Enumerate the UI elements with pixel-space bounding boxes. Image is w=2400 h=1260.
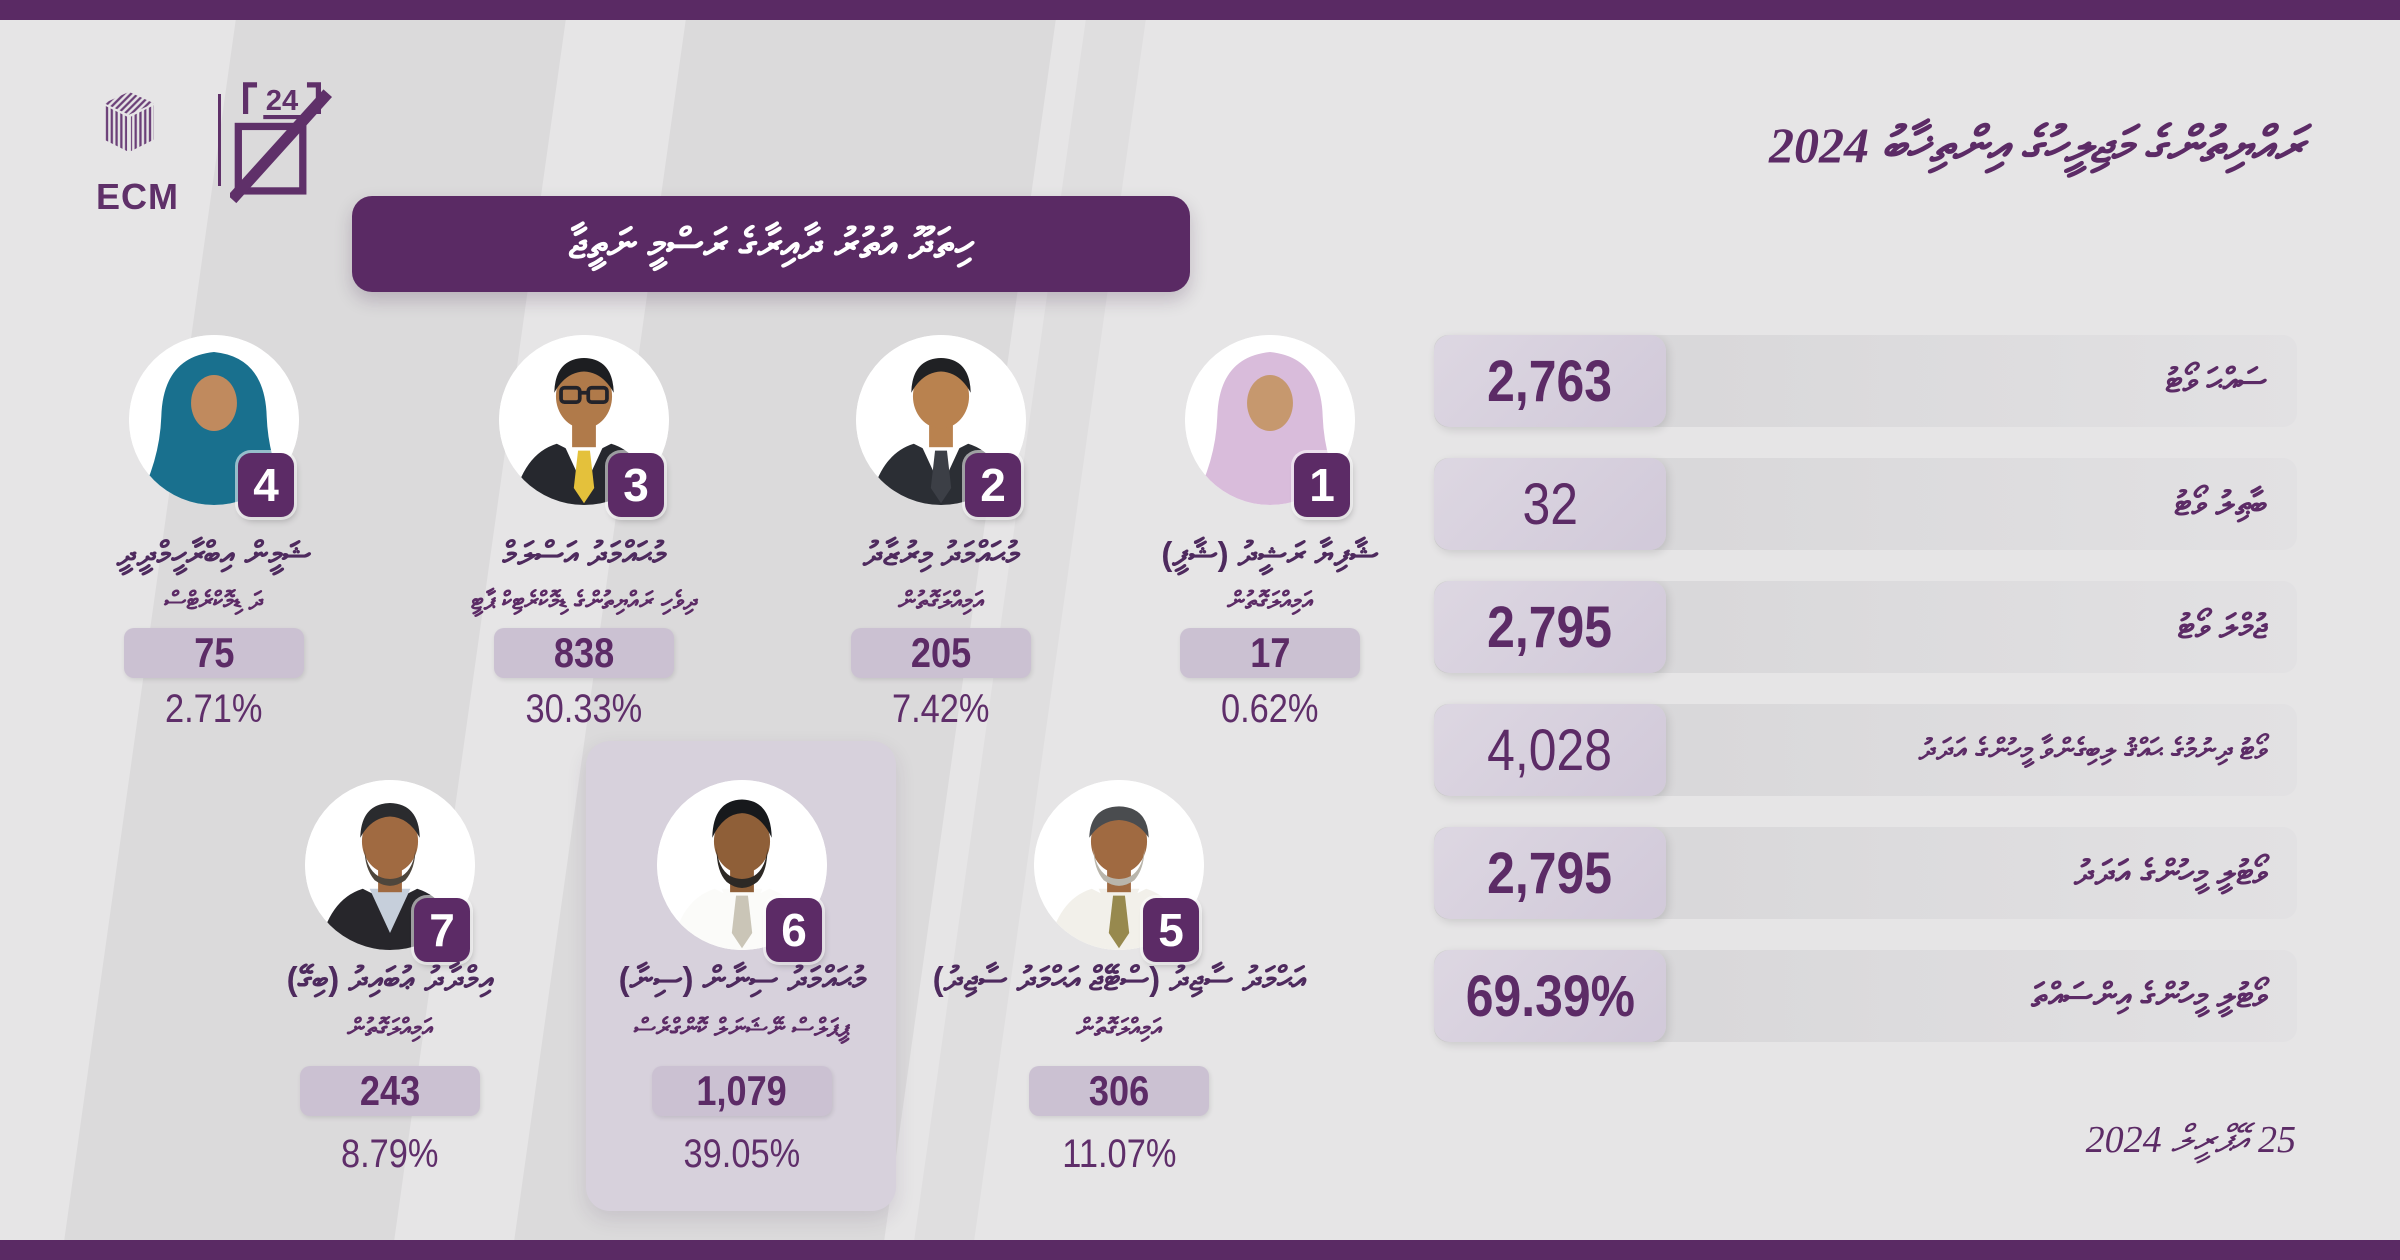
candidate-name: އިމްދާދު ޢުބައިދު (ބިގޭ) xyxy=(286,960,494,997)
constituency-header: ހިތަދޫ އުތުރު ދާއިރާގެ ރަސްމީ ނަތީޖާ xyxy=(352,196,1190,292)
candidate-votes-pill: 306 xyxy=(1029,1066,1209,1116)
candidate-number-badge: 3 xyxy=(608,453,664,517)
candidate-party: އަމިއްލަގޮތުން xyxy=(1076,1014,1162,1042)
ecm-logo-icon xyxy=(104,91,154,152)
candidate-percent: 2.71% xyxy=(165,687,263,731)
top-accent-bar xyxy=(0,0,2400,20)
page-title: ރައްޔިތުންގެ މަޖިލީހުގެ އިންތިޚާބު 2024 xyxy=(1769,117,2304,173)
constituency-header-text: ހިތަދޫ އުތުރު ދާއިރާގެ ރަސްމީ ނަތީޖާ xyxy=(568,219,974,267)
stat-value-box: 2,795 xyxy=(1434,827,1666,919)
glasses-icon xyxy=(559,385,609,405)
ballot-number: 24 xyxy=(266,85,299,117)
stat-label: ބާޠިލު ވޯޓު xyxy=(2174,484,2267,523)
candidate-percent: 0.62% xyxy=(1221,687,1319,731)
candidate-percent: 30.33% xyxy=(525,687,643,731)
stat-value-box: 4,028 xyxy=(1434,704,1666,796)
candidate-name: ޝާފިޔާ ރަޝީދު (ޝާފީ) xyxy=(1161,535,1379,572)
stat-value-box: 69.39% xyxy=(1434,950,1666,1042)
stat-label: ވޯޓު ދިނުމުގެ ޙައްޤު ލިބިގެންވާ މީހުންގެ… xyxy=(1918,733,2267,766)
stat-label: ވޯޓުލީ މީހުންގެ އިންސައްތަ xyxy=(2031,976,2267,1015)
stat-label: ސައްޙަ ވޯޓު xyxy=(2165,361,2267,400)
candidate-percent: 7.42% xyxy=(892,687,990,731)
candidate-number-badge: 7 xyxy=(414,898,470,962)
candidate-percent: 39.05% xyxy=(683,1132,801,1176)
stat-row-invalid-votes: ބާޠިލު ވޯޓު 32 xyxy=(1434,458,2297,550)
candidate-number-badge: 2 xyxy=(965,453,1021,517)
stat-label: ޖުމްލަ ވޯޓު xyxy=(2177,607,2267,646)
candidate-number-badge: 4 xyxy=(238,453,294,517)
candidate-name: މުޙައްމަދު ސިނާން (ސިނާ) xyxy=(618,960,866,997)
candidate-name: މުޙައްމަދު މިރުޒާދު xyxy=(863,535,1019,572)
brand-block: ECM 24 xyxy=(96,82,460,302)
candidate-party: ދަ ޑިމޮކްރެޓްސް xyxy=(164,587,264,615)
brand-divider xyxy=(218,94,221,186)
candidate-votes-pill: 205 xyxy=(851,628,1031,678)
candidate-votes-pill: 243 xyxy=(300,1066,480,1116)
ballot-check-logo: 24 xyxy=(230,82,333,204)
candidate-party: އަމިއްލަގޮތުން xyxy=(347,1014,433,1042)
stat-row-voted-count: ވޯޓުލީ މީހުންގެ އަދަދު 2,795 xyxy=(1434,827,2297,919)
candidate-percent: 11.07% xyxy=(1061,1132,1177,1176)
stat-label: ވޯޓުލީ މީހުންގެ އަދަދު xyxy=(2074,853,2267,892)
candidate-votes-pill: 75 xyxy=(124,628,304,678)
candidate-number-badge: 1 xyxy=(1294,453,1350,517)
stat-row-eligible-voters: ވޯޓު ދިނުމުގެ ޙައްޤު ލިބިގެންވާ މީހުންގެ… xyxy=(1434,704,2297,796)
stat-row-turnout: ވޯޓުލީ މީހުންގެ އިންސައްތަ 69.39% xyxy=(1434,950,2297,1042)
candidate-votes-pill: 17 xyxy=(1180,628,1360,678)
candidate-number-badge: 6 xyxy=(766,898,822,962)
result-date: 25 އޭޕްރީލް 2024 xyxy=(2085,1119,2296,1161)
candidate-votes-pill: 838 xyxy=(494,628,674,678)
candidate-name: ޝަމީން އިބްރާހީމްދީދީ xyxy=(116,535,312,572)
candidate-votes-pill: 1,079 xyxy=(652,1066,832,1116)
stat-value-box: 2,795 xyxy=(1434,581,1666,673)
candidate-name: އަޙްމަދު ސާޖިދު (ސްޓޭޖް އަޙްމަދު ސާޖިދު) xyxy=(932,960,1306,997)
stat-value-box: 32 xyxy=(1434,458,1666,550)
candidate-name: މުޙައްމަދު އަސްލަމް xyxy=(502,535,666,572)
candidate-party: އަމިއްލަގޮތުން xyxy=(1227,587,1313,615)
stat-row-valid-votes: ސައްޙަ ވޯޓު 2,763 xyxy=(1434,335,2297,427)
ecm-logo-text: ECM xyxy=(96,176,179,217)
candidate-party: ޕީޕަލްސް ނޭޝަނަލް ކޮންގްރެސް xyxy=(633,1014,851,1042)
bottom-accent-bar xyxy=(0,1240,2400,1260)
candidate-party: އަމިއްލަގޮތުން xyxy=(898,587,984,615)
candidate-party: ދިވެހި ރައްޔިތުންގެ ޑިމޮކްރެޓިކް ޕާޓީ xyxy=(470,587,698,615)
stat-row-total-votes: ޖުމްލަ ވޯޓު 2,795 xyxy=(1434,581,2297,673)
candidate-percent: 8.79% xyxy=(341,1132,439,1176)
candidate-number-badge: 5 xyxy=(1143,898,1199,962)
stat-value-box: 2,763 xyxy=(1434,335,1666,427)
